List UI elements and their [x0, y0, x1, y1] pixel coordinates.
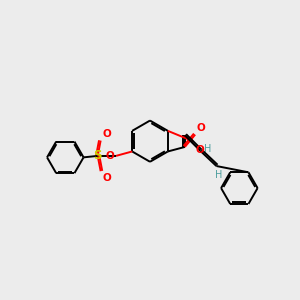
Text: O: O: [105, 151, 114, 161]
Text: O: O: [195, 145, 204, 155]
Text: O: O: [102, 128, 111, 139]
Text: H: H: [215, 170, 222, 180]
Text: O: O: [102, 173, 111, 183]
Text: O: O: [196, 123, 205, 134]
Text: H: H: [204, 144, 211, 154]
Text: S: S: [94, 149, 102, 162]
